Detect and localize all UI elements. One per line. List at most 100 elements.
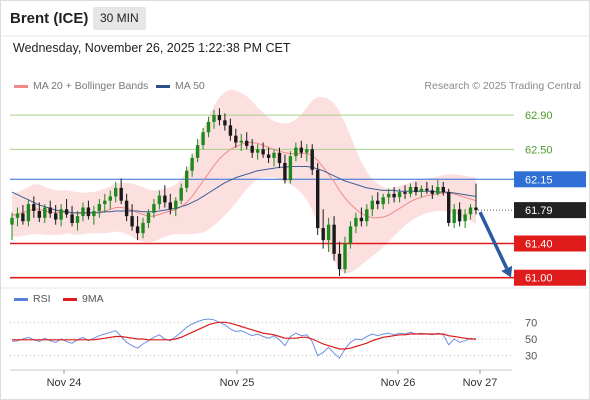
level-label-61.40: 61.40 [525,238,553,250]
candle-body [239,140,243,143]
candle-body [250,145,254,153]
candle-body [174,200,178,210]
candle-body [157,195,162,205]
candle-body [337,253,342,270]
ma50-swatch [156,84,170,88]
candle-body [217,115,222,121]
candle-body [223,120,227,126]
candle-body [15,213,20,218]
candle-body [152,204,156,213]
timeframe-badge[interactable]: 30 MIN [93,7,146,30]
candle-body [294,147,298,157]
level-label-62.15: 62.15 [525,174,553,186]
candle-body [64,209,69,215]
level-badge-61.40 [514,235,586,252]
time-label: Nov 24 [47,377,82,389]
candle-body [10,217,14,225]
candle-body [310,149,314,170]
candle-body [447,192,451,223]
candle-body [75,216,80,223]
candle-body [245,140,249,146]
candle-body [54,213,58,220]
candle-body [21,213,25,222]
candle-body [92,211,96,217]
ma20-swatch [14,84,28,88]
candle-body [283,163,287,181]
candle-body [124,200,129,217]
candle-body [468,207,473,215]
legend-rsi: RSI [14,293,51,305]
research-credit: Research © 2025 Trading Central [424,80,581,92]
candle-body [414,187,418,193]
candle-body [261,149,265,155]
legend-9ma: 9MA [63,293,104,305]
rsi-tick-30: 30 [525,351,537,363]
candle-body [103,200,107,205]
candle-body [299,147,303,153]
candle-body [48,207,52,214]
candle-body [201,132,205,145]
candle-body [119,187,123,201]
time-label: Nov 26 [381,377,416,389]
candle-body [359,217,364,222]
legend-ma50: MA 50 [156,80,205,92]
candle-body [305,149,309,153]
candle-body [114,187,118,197]
level-badge-61.00 [514,269,586,286]
time-label: Nov 27 [463,377,498,389]
candle-body [392,193,396,198]
level-label-61.00: 61.00 [525,273,553,285]
candle-body [277,152,282,164]
ma50-label: MA 50 [175,80,205,92]
candle-body [81,207,85,217]
candle-body [179,187,183,201]
candle-body [70,214,74,223]
candles-group [10,108,478,277]
candle-body [195,145,200,158]
candle-body [354,217,358,227]
legend-ma20: MA 20 + Bollinger Bands [14,80,148,92]
candle-body [452,209,456,223]
ma20-label: MA 20 + Bollinger Bands [33,80,149,92]
rsi-label: RSI [33,293,51,305]
candle-body [234,135,238,143]
candle-body [272,152,276,158]
candle-body [463,214,467,222]
bollinger-band [12,89,476,274]
rsi-9ma-line [12,321,476,350]
candle-body [397,192,402,198]
candle-body [343,243,347,270]
rsi-swatch [14,297,28,301]
candle-body [332,224,336,254]
candle-body [97,204,101,211]
rsi-tick-50: 50 [525,334,537,346]
timestamp: Wednesday, November 26, 2025 1:22:38 PM … [13,41,291,55]
level-badge-62.15 [514,171,586,188]
candle-body [266,154,271,158]
candle-body [365,209,369,222]
candle-body [135,226,140,234]
candle-body [43,207,47,218]
candle-body [288,156,293,181]
ma9-swatch [63,297,77,301]
projection-arrow [478,211,509,270]
level-label-62.50: 62.50 [525,144,553,156]
candle-body [425,188,429,191]
candle-body [436,187,440,194]
candle-body [185,170,189,188]
candle-body [37,211,41,218]
candle-body [228,125,233,136]
candle-body [348,226,353,244]
candle-body [190,157,194,171]
candle-body [146,212,151,223]
candle-body [419,188,424,193]
candle-body [326,224,331,241]
last-price-badge [514,202,586,219]
candle-body [130,216,134,227]
candle-body [59,209,63,220]
candle-body [206,122,211,133]
candle-body [441,187,445,193]
candle-body [108,196,112,201]
candle-body [376,200,380,205]
